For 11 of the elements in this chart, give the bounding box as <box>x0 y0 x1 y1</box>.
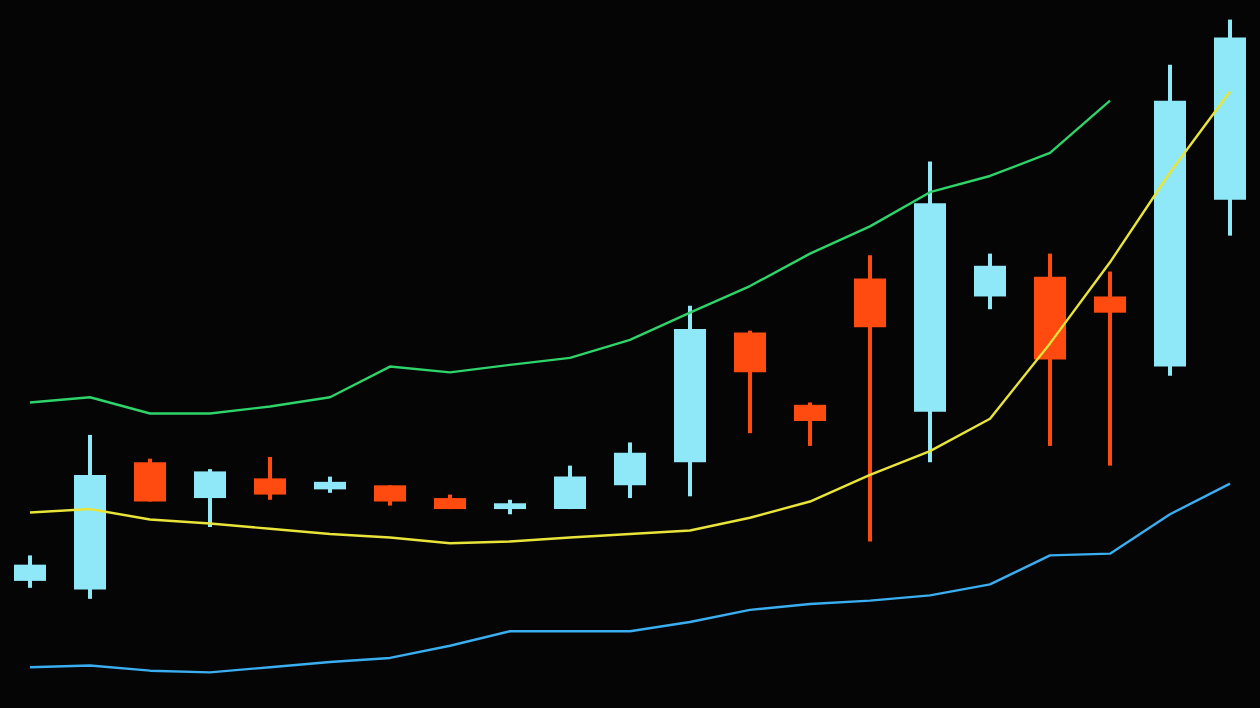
candlestick <box>14 553 46 590</box>
candlestick <box>734 328 766 436</box>
candlestick <box>134 456 166 504</box>
candlestick <box>974 251 1006 312</box>
candlestick <box>794 400 826 448</box>
candlestick <box>614 440 646 501</box>
candlestick <box>254 454 286 502</box>
candlestick <box>554 463 586 512</box>
candlestick <box>1094 269 1126 468</box>
candlestick <box>374 483 406 508</box>
candlestick <box>194 467 226 530</box>
